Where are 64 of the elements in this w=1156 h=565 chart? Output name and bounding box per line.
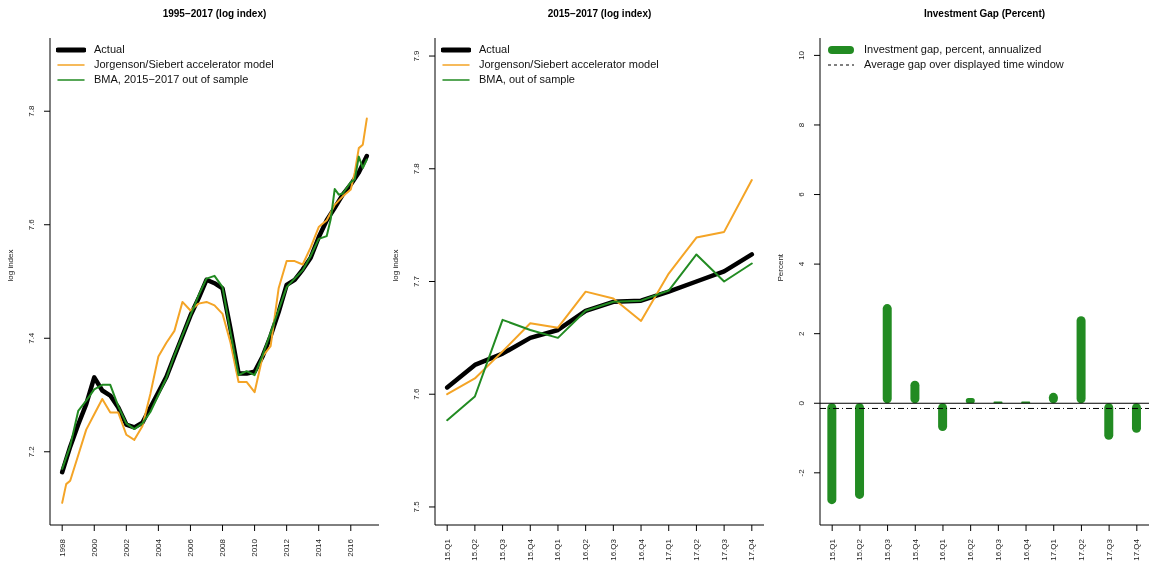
y-tick-label: 10 <box>797 50 806 60</box>
y-tick-label: 8 <box>797 122 806 128</box>
x-tick-label: 17.Q3 <box>719 538 729 561</box>
x-tick-label: 15.Q4 <box>910 538 920 561</box>
x-tick-label: 15.Q3 <box>498 538 508 561</box>
x-tick-label: 2016 <box>346 538 356 557</box>
legend-label: BMA, 2015−2017 out of sample <box>94 72 249 87</box>
x-tick-label: 17.Q1 <box>664 538 674 561</box>
x-tick-label: 15.Q4 <box>525 538 535 561</box>
x-tick-label: 15.Q2 <box>470 538 480 561</box>
chart-title: 1995−2017 (log index) <box>161 8 268 19</box>
y-tick-label: 7.6 <box>27 218 36 231</box>
y-axis-title: log index <box>5 249 15 282</box>
x-tick-label: 15.Q1 <box>827 538 837 561</box>
x-tick-label: 2002 <box>121 538 131 557</box>
y-tick-label: 7.9 <box>412 49 421 62</box>
y-tick-label: 0 <box>797 400 806 406</box>
chart-title: 2015−2017 (log index) <box>546 8 653 19</box>
x-tick-label: 2006 <box>185 538 195 557</box>
y-tick-label: 7.5 <box>412 500 421 513</box>
legend-label: Actual <box>479 42 510 57</box>
legend-label: Investment gap, percent, annualized <box>864 42 1042 57</box>
x-tick-label: 16.Q2 <box>581 538 591 561</box>
x-tick-label: 16.Q2 <box>966 538 976 561</box>
x-tick-label: 16.Q4 <box>636 538 646 561</box>
x-tick-label: 16.Q1 <box>553 538 563 561</box>
x-tick-label: 15.Q2 <box>855 538 865 561</box>
x-tick-label: 2012 <box>282 538 292 557</box>
chart-title: Investment Gap (Percent) <box>922 8 1047 19</box>
x-tick-label: 2004 <box>153 538 163 557</box>
y-tick-label: 7.4 <box>27 332 36 344</box>
y-tick-label: 7.7 <box>412 275 421 288</box>
y-tick-label: 7.8 <box>412 162 421 175</box>
y-tick-label: -2 <box>797 468 806 477</box>
y-tick-label: 2 <box>797 330 806 336</box>
x-tick-label: 15.Q1 <box>442 538 452 561</box>
x-tick-label: 17.Q4 <box>747 538 757 561</box>
y-tick-label: 7.8 <box>27 105 36 117</box>
legend-label: Jorgenson/Siebert accelerator model <box>94 57 274 72</box>
x-tick-label: 16.Q1 <box>938 538 948 561</box>
legend-label: Average gap over displayed time window <box>864 57 1064 72</box>
x-tick-label: 2000 <box>89 538 99 557</box>
y-tick-label: 6 <box>797 191 806 197</box>
x-tick-label: 17.Q2 <box>1076 538 1086 561</box>
x-tick-label: 15.Q3 <box>883 538 893 561</box>
y-axis-title: log index <box>390 249 400 282</box>
x-tick-label: 2008 <box>218 538 228 557</box>
y-tick-label: 4 <box>797 261 806 267</box>
legend-label: BMA, out of sample <box>479 72 575 87</box>
legend-label: Jorgenson/Siebert accelerator model <box>479 57 659 72</box>
x-tick-label: 16.Q4 <box>1021 538 1031 561</box>
x-tick-label: 16.Q3 <box>993 538 1003 561</box>
x-tick-label: 17.Q4 <box>1132 538 1142 561</box>
x-tick-label: 2010 <box>250 538 260 557</box>
x-tick-label: 17.Q2 <box>691 538 701 561</box>
x-tick-label: 16.Q3 <box>608 538 618 561</box>
y-tick-label: 7.2 <box>27 445 36 458</box>
x-tick-label: 17.Q3 <box>1104 538 1114 561</box>
x-tick-label: 17.Q1 <box>1049 538 1059 561</box>
y-tick-label: 7.6 <box>412 388 421 400</box>
y-axis-title: Percent <box>775 253 785 282</box>
x-tick-label: 1998 <box>57 538 67 557</box>
legend-label: Actual <box>94 42 125 57</box>
x-tick-label: 2014 <box>314 538 324 557</box>
